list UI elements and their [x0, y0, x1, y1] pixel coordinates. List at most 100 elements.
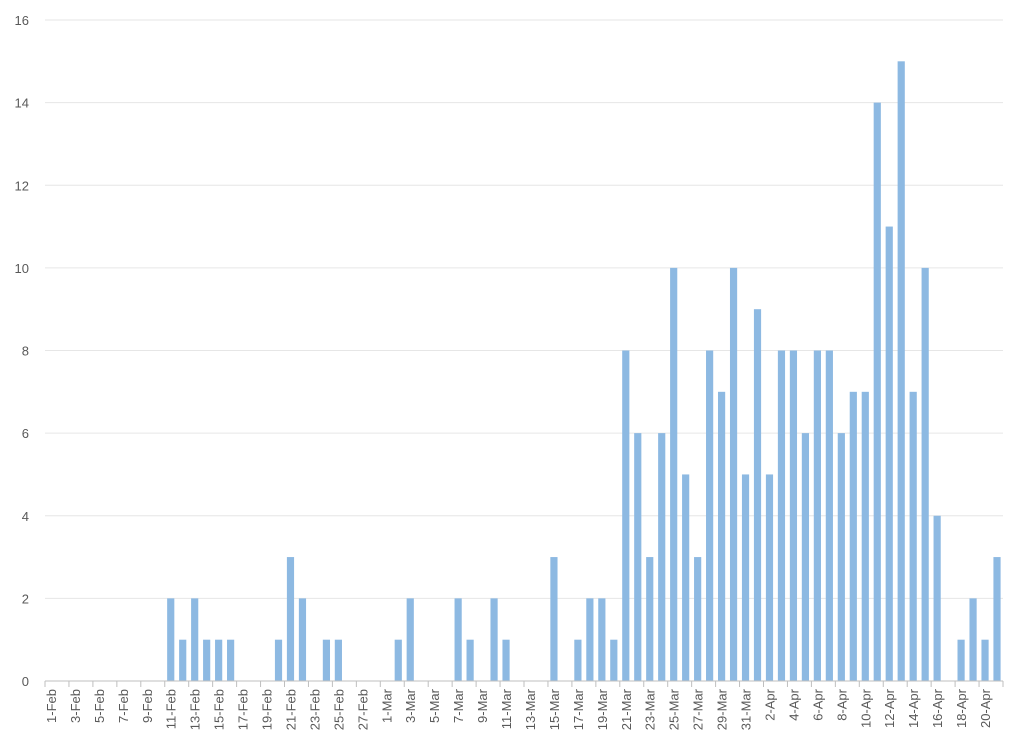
bar [334, 639, 342, 681]
x-tick-label: 19-Feb [260, 689, 275, 730]
bar [981, 639, 989, 681]
bar [921, 267, 929, 681]
bar [849, 391, 857, 681]
x-tick-label: 17-Mar [571, 688, 586, 730]
x-tick-label: 5-Feb [92, 689, 107, 723]
bar [167, 598, 175, 681]
x-tick-label: 9-Mar [475, 688, 490, 723]
bar [861, 391, 869, 681]
bar [885, 226, 893, 681]
x-tick-label: 29-Mar [715, 688, 730, 730]
x-tick-label: 13-Feb [188, 689, 203, 730]
bar [274, 639, 283, 681]
bar [634, 433, 642, 681]
bar [694, 557, 702, 681]
x-tick-label: 21-Feb [283, 689, 298, 730]
bar [813, 350, 821, 681]
bar [801, 433, 810, 681]
bar [897, 61, 905, 681]
bar [586, 598, 594, 681]
bar [658, 433, 666, 681]
y-tick-label: 2 [22, 591, 29, 606]
bar [909, 391, 917, 681]
bar [646, 557, 654, 681]
y-tick-label: 12 [15, 178, 29, 193]
x-tick-label: 25-Mar [667, 688, 682, 730]
bar [406, 598, 414, 681]
bar [394, 639, 402, 681]
x-tick-label: 18-Apr [954, 688, 969, 728]
bar [454, 598, 462, 681]
bar [993, 557, 1001, 681]
x-tick-label: 27-Mar [691, 688, 706, 730]
x-tick-label: 15-Feb [212, 689, 227, 730]
x-tick-label: 17-Feb [236, 689, 251, 730]
x-tick-label: 27-Feb [355, 689, 370, 730]
bar [837, 433, 845, 681]
x-tick-label: 11-Mar [499, 688, 514, 729]
bar [777, 350, 786, 681]
x-tick-label: 11-Feb [164, 689, 179, 729]
bar [717, 391, 726, 681]
bar [706, 350, 714, 681]
bar [550, 557, 558, 681]
bar [789, 350, 798, 681]
bar [610, 639, 618, 681]
bar [227, 639, 235, 681]
y-tick-label: 8 [22, 344, 29, 359]
x-tick-label: 16-Apr [930, 688, 945, 728]
x-tick-label: 6-Apr [810, 688, 825, 720]
x-tick-label: 8-Apr [834, 688, 849, 720]
bar [825, 350, 833, 681]
bar [215, 639, 223, 681]
bar [203, 639, 211, 681]
bar [598, 598, 606, 681]
bar [933, 515, 941, 681]
bar [191, 598, 199, 681]
x-tick-label: 5-Mar [427, 688, 442, 723]
y-tick-label: 4 [22, 509, 29, 524]
x-tick-label: 7-Feb [116, 689, 131, 723]
bar [622, 350, 630, 681]
bar [322, 639, 331, 681]
bar [298, 598, 307, 681]
x-tick-label: 15-Mar [547, 688, 562, 730]
y-tick-label: 14 [15, 96, 29, 111]
x-tick-label: 10-Apr [858, 688, 873, 728]
bar [873, 102, 881, 681]
x-tick-label: 23-Feb [307, 689, 322, 730]
x-tick-label: 20-Apr [978, 688, 993, 728]
bar [682, 474, 690, 681]
x-tick-label: 19-Mar [595, 688, 610, 730]
x-tick-label: 2-Apr [762, 688, 777, 720]
bar [765, 474, 774, 681]
x-tick-label: 21-Mar [619, 688, 634, 730]
x-tick-label: 3-Mar [403, 688, 418, 723]
y-tick-label: 16 [15, 13, 29, 28]
x-tick-label: 4-Apr [786, 688, 801, 720]
bar [741, 474, 750, 681]
x-tick-label: 9-Feb [140, 689, 155, 723]
x-tick-label: 12-Apr [882, 688, 897, 728]
x-tick-label: 13-Mar [523, 688, 538, 730]
x-tick-label: 1-Feb [44, 689, 59, 723]
bar [466, 639, 474, 681]
x-tick-label: 25-Feb [331, 689, 346, 730]
bar [670, 267, 678, 681]
bar [969, 598, 977, 681]
y-tick-label: 0 [22, 674, 29, 689]
bar [753, 309, 762, 681]
bar [490, 598, 498, 681]
bar [957, 639, 965, 681]
x-tick-label: 3-Feb [68, 689, 83, 723]
x-tick-label: 14-Apr [906, 688, 921, 728]
bar [179, 639, 187, 681]
y-tick-label: 10 [15, 261, 29, 276]
x-tick-label: 7-Mar [451, 688, 466, 723]
x-tick-label: 31-Mar [739, 688, 754, 730]
bar [286, 557, 295, 681]
bar [502, 639, 510, 681]
bar [729, 267, 738, 681]
bar [574, 639, 582, 681]
